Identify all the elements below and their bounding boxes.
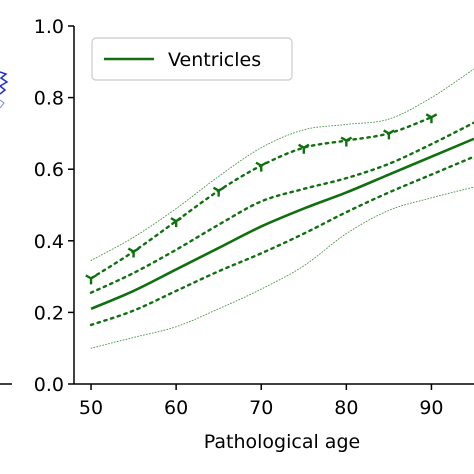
- curve-lower-outer: [90, 186, 474, 349]
- data-marker: [85, 274, 97, 285]
- curve-lower-inner: [89, 155, 474, 327]
- legend-label-ventricles: Ventricles: [168, 49, 261, 71]
- y-tick-label: 0.4: [34, 231, 64, 253]
- y-tick-label: 0.8: [34, 88, 64, 110]
- data-marker: [425, 113, 438, 124]
- curve-mean: [90, 137, 474, 311]
- data-marker: [127, 247, 140, 258]
- y-tick-label: 0.0: [34, 374, 64, 396]
- data-marker: [170, 217, 182, 228]
- legend-box: [91, 37, 293, 81]
- plot-area: [89, 68, 474, 349]
- data-marker: [383, 129, 395, 140]
- legend: Ventricles: [91, 37, 293, 81]
- x-tick-label: 50: [79, 397, 103, 419]
- curve-upper-inner: [89, 121, 474, 294]
- curve-upper-outer: [90, 68, 474, 261]
- x-axis-title: Pathological age: [204, 431, 360, 453]
- x-tick-label: 90: [419, 397, 443, 419]
- adjacent-panel-fragment: [0, 71, 12, 385]
- x-tick-label: 60: [164, 397, 188, 419]
- data-marker: [297, 143, 310, 154]
- marker-group: [85, 113, 438, 285]
- axis-ticks: 50 60 70 80 90 0.0 0.2 0.4 0.6 0.8 1.0: [34, 16, 444, 419]
- data-marker: [255, 161, 268, 172]
- data-marker: [212, 186, 225, 197]
- x-tick-label: 70: [249, 397, 273, 419]
- y-tick-label: 1.0: [34, 16, 64, 38]
- y-tick-label: 0.6: [34, 159, 64, 181]
- y-tick-label: 0.2: [34, 302, 64, 324]
- x-tick-label: 80: [334, 397, 358, 419]
- data-marker: [340, 136, 353, 147]
